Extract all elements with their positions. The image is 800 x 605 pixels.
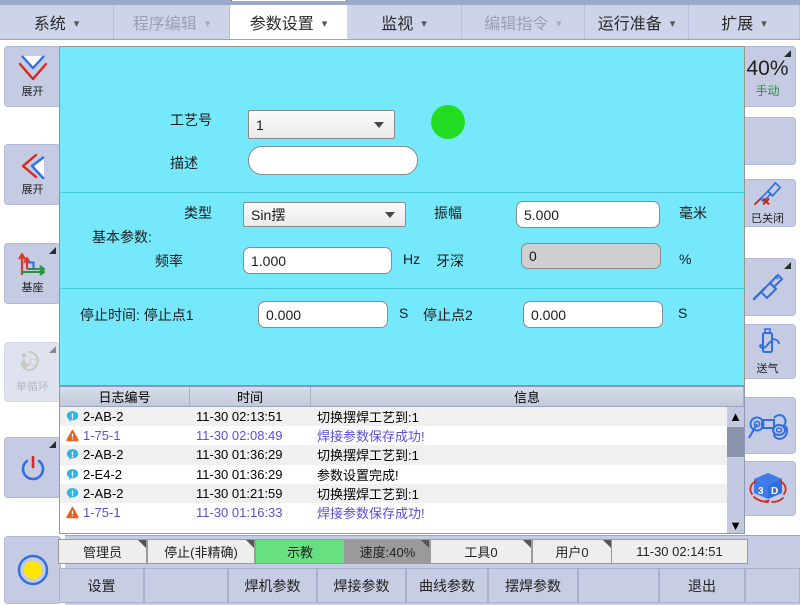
svg-text:C: C [29, 357, 37, 369]
svg-text:3: 3 [758, 486, 764, 497]
svg-text:D: D [771, 486, 778, 497]
